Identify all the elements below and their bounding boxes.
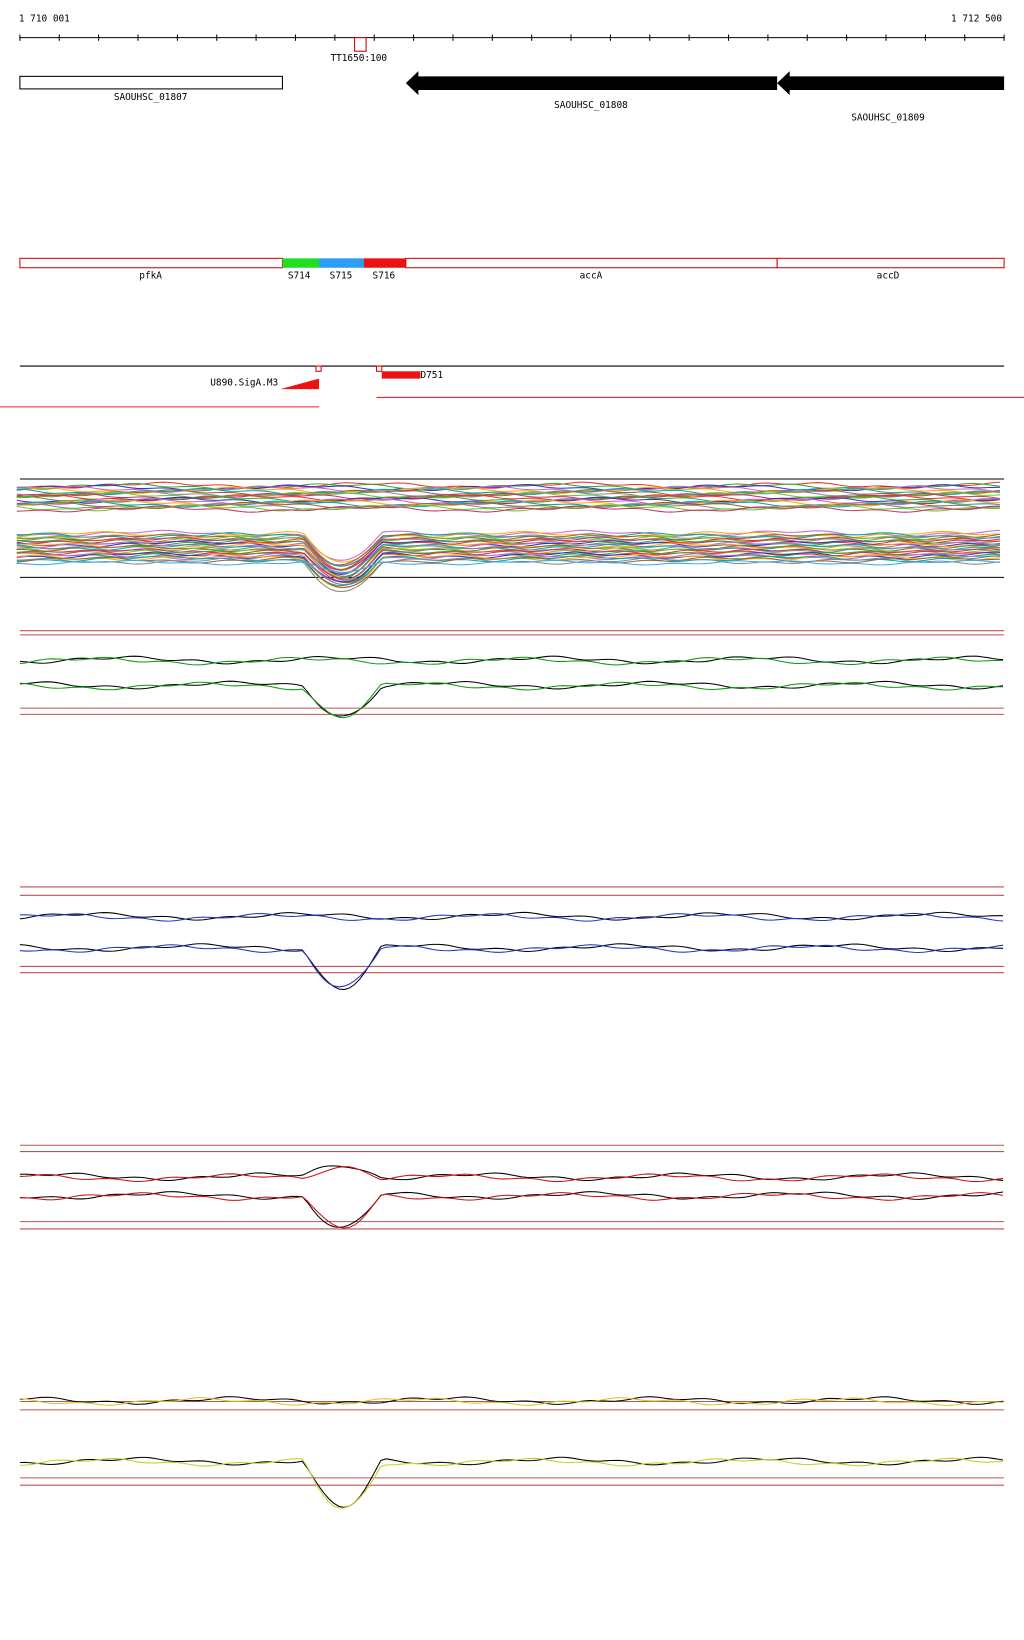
gene-arrow [405,71,778,96]
expression-line [19,1191,1004,1228]
expression-line [19,1166,1004,1183]
expression-line [16,541,1000,574]
feature-label: U890.SigA.M3 [210,377,278,388]
segment [776,257,1005,269]
expression-line [19,656,1004,666]
expression-line [16,529,1000,561]
terminator [354,37,367,52]
expression-line [16,505,1000,513]
segment [19,257,283,269]
ruler-start: 1 710 001 [19,13,70,24]
segment [282,258,320,268]
segment [405,257,778,269]
gene-label: SAOUHSC_01808 [554,100,628,111]
expression-line [16,540,1000,575]
expression-line [16,552,1000,586]
expression-line [19,1457,1004,1509]
expression-line [16,547,1000,583]
feature-box [376,365,383,372]
expression-line [16,501,1000,510]
gene [19,75,283,90]
terminator-label: TT1650:100 [330,53,387,64]
expression-line [16,559,1000,573]
segment-label: S714 [288,271,311,282]
expression-line [19,1456,1004,1508]
expression-tracks [16,478,1005,1509]
gene-arrow [777,71,1005,96]
segment-label: pfkA [139,271,162,282]
ruler-ticks [19,34,1005,41]
expression-line [16,543,1000,579]
segment-label: S715 [330,271,353,282]
segment-label: accD [877,271,900,282]
feature-label: D751 [420,370,443,381]
expression-line [16,556,1000,588]
expression-line [16,555,1000,587]
expression-line [16,536,1000,571]
expression-line [19,680,1004,717]
expression-line [19,1397,1004,1406]
expression-line [16,492,1000,501]
gene-label: SAOUHSC_01809 [851,113,925,124]
expression-line [16,489,1000,497]
feature-box [315,365,322,372]
expression-line [16,542,1000,579]
segment [319,258,365,268]
expression-line [16,499,1000,507]
expression-line [16,539,1000,575]
expression-line [19,655,1004,665]
expression-line [16,490,1000,498]
expression-line [19,681,1004,719]
expression-line [19,1192,1004,1229]
gene-label: SAOUHSC_01807 [114,92,188,103]
expression-line [19,912,1004,922]
segment-label: S716 [373,271,396,282]
feature-bar [381,371,421,379]
expression-line [19,1396,1004,1405]
expression-line [16,530,1000,563]
expression-line [19,944,1004,988]
segment-label: accA [580,271,603,282]
expression-line [16,496,1000,505]
expression-line [16,533,1000,566]
ruler-end: 1 712 500 [951,13,1002,24]
feature-triangle [280,378,320,390]
segment [364,258,406,268]
expression-line [19,1165,1004,1182]
expression-line [16,484,1000,492]
expression-line [16,504,1000,512]
